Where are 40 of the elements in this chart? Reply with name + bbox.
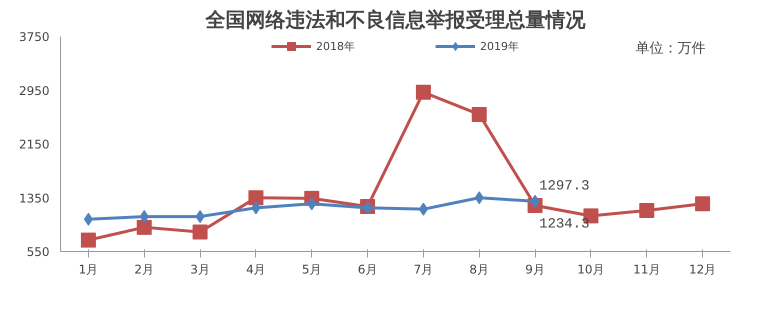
- y-tick-label: 2950: [18, 84, 50, 98]
- point: [84, 212, 93, 226]
- x-tick-label: 7月: [414, 262, 434, 276]
- x-tick-label: 6月: [358, 262, 378, 276]
- x-tick-label: 8月: [469, 262, 490, 276]
- point: [695, 196, 710, 212]
- point: [248, 190, 264, 206]
- legend-label: 2018年: [316, 38, 355, 54]
- y-tick-label: 3750: [18, 30, 50, 44]
- x-tick-label: 3月: [190, 262, 210, 276]
- x-tick-label: 11月: [633, 262, 660, 276]
- point: [363, 201, 372, 214]
- point: [639, 203, 654, 218]
- x-tick-label: 2月: [134, 262, 154, 276]
- point: [416, 84, 431, 100]
- point: [251, 201, 260, 214]
- data-label: 1234.3: [539, 216, 590, 233]
- point: [196, 210, 205, 224]
- point: [307, 197, 316, 210]
- y-tick-label: 1350: [18, 191, 50, 206]
- x-tick-label: 9月: [525, 262, 545, 276]
- annotation: 单位：万件: [636, 40, 706, 56]
- legend-label: 2019年: [480, 38, 519, 54]
- x-tick-label: 12月: [688, 262, 716, 276]
- data-label: 1297.3: [539, 178, 590, 194]
- point: [530, 194, 540, 208]
- x-tick-label: 4月: [246, 262, 266, 276]
- point: [418, 202, 428, 216]
- point: [472, 106, 487, 122]
- point: [140, 210, 149, 224]
- x-tick-label: 10月: [577, 262, 605, 276]
- x-tick-label: 5月: [302, 262, 322, 276]
- y-tick-label: 550: [26, 245, 50, 259]
- point: [192, 224, 208, 240]
- point: [136, 220, 152, 235]
- point: [474, 191, 484, 204]
- chart-title: 全国网络违法和不良信息举报受理总量情况: [204, 8, 586, 32]
- y-tick-label: 2150: [18, 138, 50, 152]
- x-tick-label: 1月: [78, 262, 98, 276]
- point: [80, 232, 96, 248]
